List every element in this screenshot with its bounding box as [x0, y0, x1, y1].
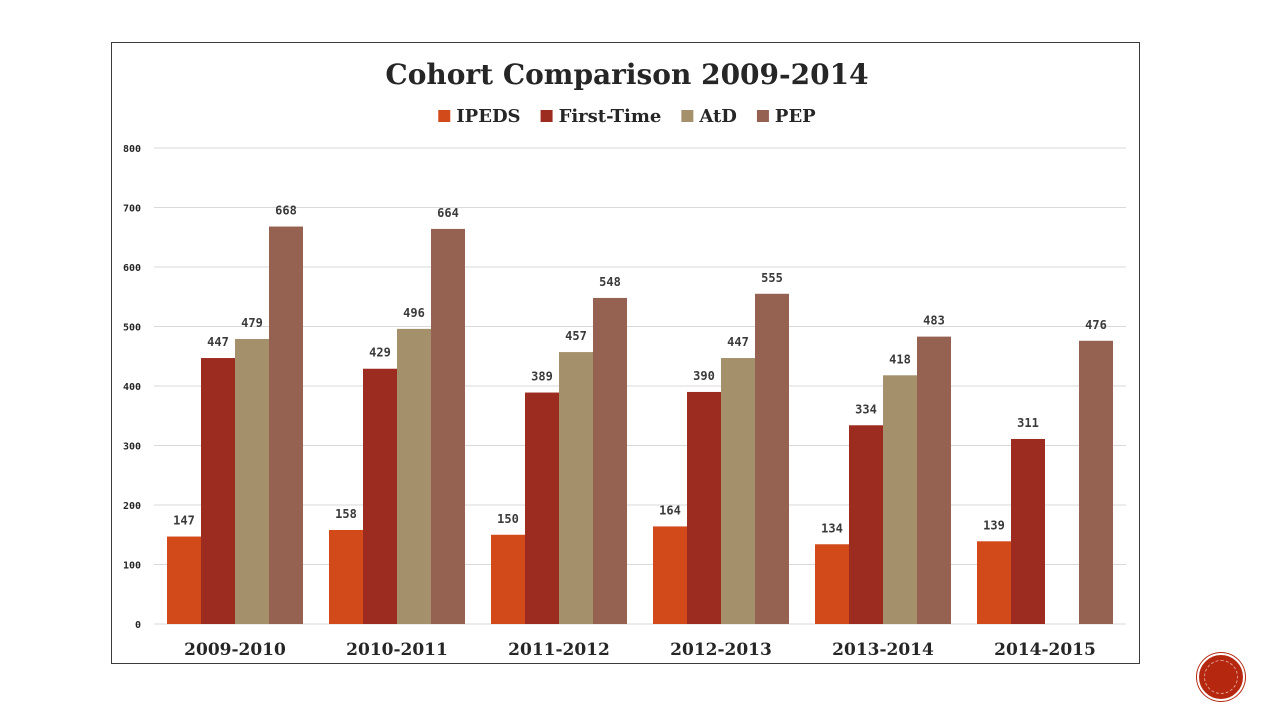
bar-first-time — [849, 425, 883, 624]
bar-ipeds — [653, 526, 687, 624]
bar-ipeds — [491, 534, 525, 624]
data-label: 389 — [531, 370, 553, 384]
data-label: 447 — [207, 335, 229, 349]
bar-atd — [559, 352, 593, 624]
x-axis: 2009-2010 2010-2011 2011-2012 2012-2013 2013… — [184, 640, 1096, 660]
legend: IPEDS First-Time AtD PEP — [438, 106, 816, 127]
x-tick-label: 2014-2015 — [994, 640, 1096, 660]
y-tick-label: 600 — [123, 263, 141, 274]
data-label: 311 — [1017, 416, 1039, 430]
x-tick-label: 2011-2012 — [508, 640, 610, 660]
data-label: 457 — [565, 329, 587, 343]
gridlines — [154, 147, 1126, 625]
data-label: 548 — [599, 275, 621, 289]
y-tick-label: 800 — [123, 144, 141, 155]
bar-atd — [397, 328, 431, 624]
legend-swatch — [756, 110, 769, 122]
bar-atd — [235, 338, 269, 624]
bar-pep — [593, 297, 627, 624]
bar-ipeds — [815, 544, 849, 624]
data-label: 555 — [761, 271, 783, 285]
x-tick-label: 2012-2013 — [670, 640, 772, 660]
bar-pep — [269, 226, 303, 625]
y-axis: 0 100 200 300 400 500 600 700 800 — [123, 144, 141, 631]
data-label: 134 — [821, 521, 843, 535]
legend-swatch — [540, 110, 553, 122]
data-label: 164 — [659, 503, 681, 517]
data-label: 668 — [275, 204, 297, 218]
bars — [167, 226, 1113, 625]
slide-number-badge — [1197, 653, 1245, 701]
bar-pep — [755, 293, 789, 624]
data-label: 429 — [369, 346, 391, 360]
legend-label: IPEDS — [456, 106, 520, 127]
data-label: 418 — [889, 352, 911, 366]
data-label: 479 — [241, 316, 263, 330]
bar-first-time — [201, 358, 235, 624]
data-label: 496 — [403, 306, 425, 320]
data-label: 483 — [923, 314, 945, 328]
data-label: 139 — [983, 518, 1005, 532]
bar-atd — [883, 375, 917, 624]
data-label: 334 — [855, 402, 877, 416]
legend-swatch — [681, 110, 694, 122]
bar-first-time — [525, 392, 559, 624]
chart-frame: Cohort Comparison 2009-2014 IPEDS First-T… — [111, 42, 1140, 664]
data-label: 476 — [1085, 318, 1107, 332]
bar-first-time — [687, 391, 721, 624]
x-tick-label: 2013-2014 — [832, 640, 934, 660]
bar-pep — [917, 336, 951, 624]
cohort-bar-chart: Cohort Comparison 2009-2014 IPEDS First-T… — [123, 58, 1126, 660]
bar-atd — [721, 358, 755, 624]
bar-pep — [1079, 340, 1113, 624]
badge-ring-icon — [1204, 660, 1238, 694]
data-label: 390 — [693, 369, 715, 383]
data-label: 664 — [437, 206, 459, 220]
legend-swatch — [438, 110, 451, 122]
y-tick-label: 200 — [123, 501, 141, 512]
legend-label: First-Time — [559, 106, 662, 127]
data-label: 158 — [335, 507, 357, 521]
data-label: 447 — [727, 335, 749, 349]
data-label: 150 — [497, 512, 519, 526]
y-tick-label: 400 — [123, 382, 141, 393]
data-label: 147 — [173, 514, 195, 528]
bar-first-time — [1011, 438, 1045, 624]
y-tick-label: 100 — [123, 561, 141, 572]
bar-ipeds — [167, 536, 201, 624]
bar-ipeds — [329, 529, 363, 624]
legend-label: AtD — [698, 106, 737, 127]
x-tick-label: 2010-2011 — [346, 640, 448, 660]
chart-title: Cohort Comparison 2009-2014 — [385, 58, 868, 91]
data-labels: 147 447 479 668 158 429 496 664 150 389 457 548 164 3… — [173, 204, 1107, 536]
bar-ipeds — [977, 541, 1011, 624]
y-tick-label: 0 — [135, 620, 141, 631]
x-tick-label: 2009-2010 — [184, 640, 286, 660]
y-tick-label: 300 — [123, 442, 141, 453]
bar-pep — [431, 228, 465, 625]
legend-label: PEP — [775, 106, 816, 127]
y-tick-label: 700 — [123, 204, 141, 215]
y-tick-label: 500 — [123, 323, 141, 334]
bar-first-time — [363, 368, 397, 624]
